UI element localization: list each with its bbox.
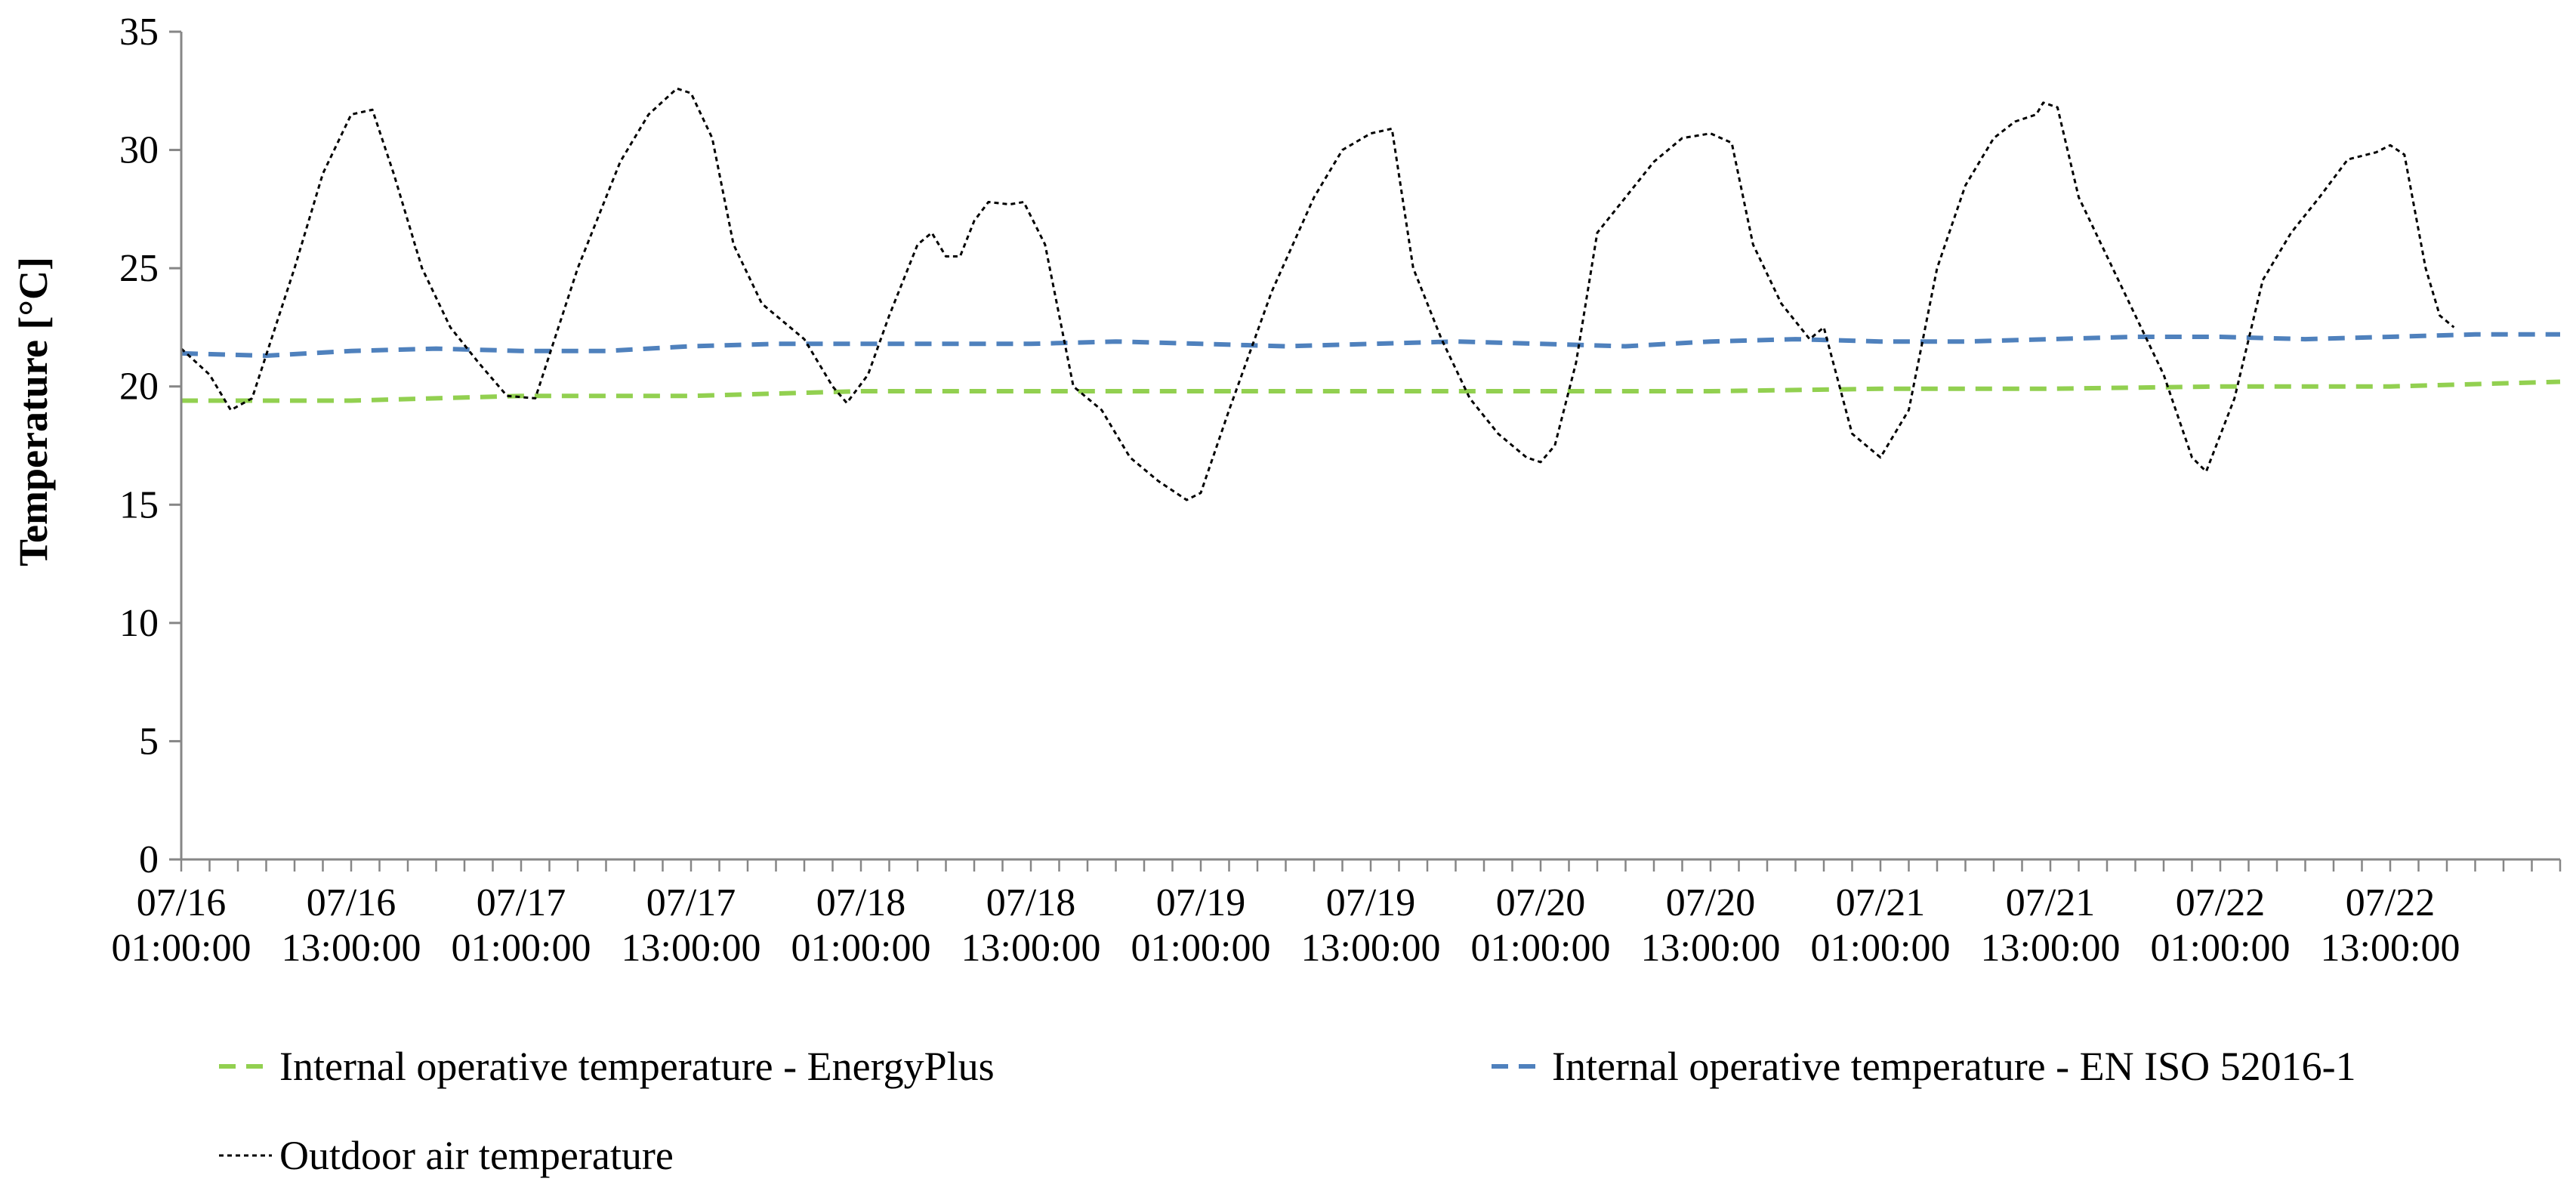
- legend-label-3: Outdoor air temperature: [279, 1133, 674, 1178]
- y-tick-label: 30: [119, 129, 159, 172]
- x-tick-label-time: 01:00:00: [112, 927, 251, 970]
- y-tick-label: 35: [119, 11, 159, 54]
- x-tick-label-time: 01:00:00: [452, 927, 591, 970]
- x-tick-label-date: 07/21: [1836, 881, 1925, 924]
- x-tick-label-date: 07/20: [1496, 881, 1585, 924]
- x-tick-label-date: 07/18: [816, 881, 905, 924]
- x-tick-label-time: 01:00:00: [1471, 927, 1611, 970]
- x-tick-label-time: 01:00:00: [2151, 927, 2291, 970]
- x-tick-label-time: 13:00:00: [622, 927, 761, 970]
- series-line-1: [181, 379, 2561, 403]
- x-tick-label-time: 13:00:00: [1981, 927, 2121, 970]
- y-tick-label: 25: [119, 247, 159, 290]
- x-tick-label-date: 07/22: [2176, 881, 2265, 924]
- legend-label-1: Internal operative temperature - EnergyP…: [279, 1044, 995, 1089]
- x-tick-label-date: 07/17: [646, 881, 736, 924]
- x-tick-label-date: 07/19: [1156, 881, 1245, 924]
- x-tick-label-time: 01:00:00: [1811, 927, 1951, 970]
- axes: 0510152025303507/1601:00:0007/1613:00:00…: [112, 11, 2562, 970]
- y-tick-label: 0: [139, 838, 159, 881]
- y-tick-label: 20: [119, 366, 159, 409]
- y-tick-label: 10: [119, 602, 159, 645]
- x-tick-label-date: 07/16: [307, 881, 396, 924]
- y-tick-label: 5: [139, 720, 159, 763]
- legend: Internal operative temperature - EnergyP…: [219, 1044, 2356, 1178]
- x-tick-label-date: 07/22: [2346, 881, 2435, 924]
- series-line-2: [180, 332, 2560, 358]
- x-tick-label-date: 07/19: [1326, 881, 1415, 924]
- x-tick-label-time: 01:00:00: [791, 927, 931, 970]
- legend-label-2: Internal operative temperature - EN ISO …: [1552, 1044, 2356, 1089]
- x-tick-label-time: 13:00:00: [282, 927, 421, 970]
- x-tick-label-date: 07/21: [2006, 881, 2095, 924]
- x-tick-label-time: 01:00:00: [1131, 927, 1271, 970]
- y-axis-title: Temperature [°C]: [11, 257, 56, 566]
- y-tick-label: 15: [119, 483, 159, 526]
- series-group: [180, 87, 2561, 501]
- x-tick-label-time: 13:00:00: [1641, 927, 1781, 970]
- x-tick-label-date: 07/16: [137, 881, 226, 924]
- x-tick-label-date: 07/17: [477, 881, 566, 924]
- x-tick-label-date: 07/18: [986, 881, 1075, 924]
- x-tick-label-time: 13:00:00: [2321, 927, 2460, 970]
- series-line-3: [180, 87, 2455, 501]
- x-tick-label-time: 13:00:00: [961, 927, 1101, 970]
- x-tick-label-time: 13:00:00: [1301, 927, 1441, 970]
- x-tick-label-date: 07/20: [1666, 881, 1755, 924]
